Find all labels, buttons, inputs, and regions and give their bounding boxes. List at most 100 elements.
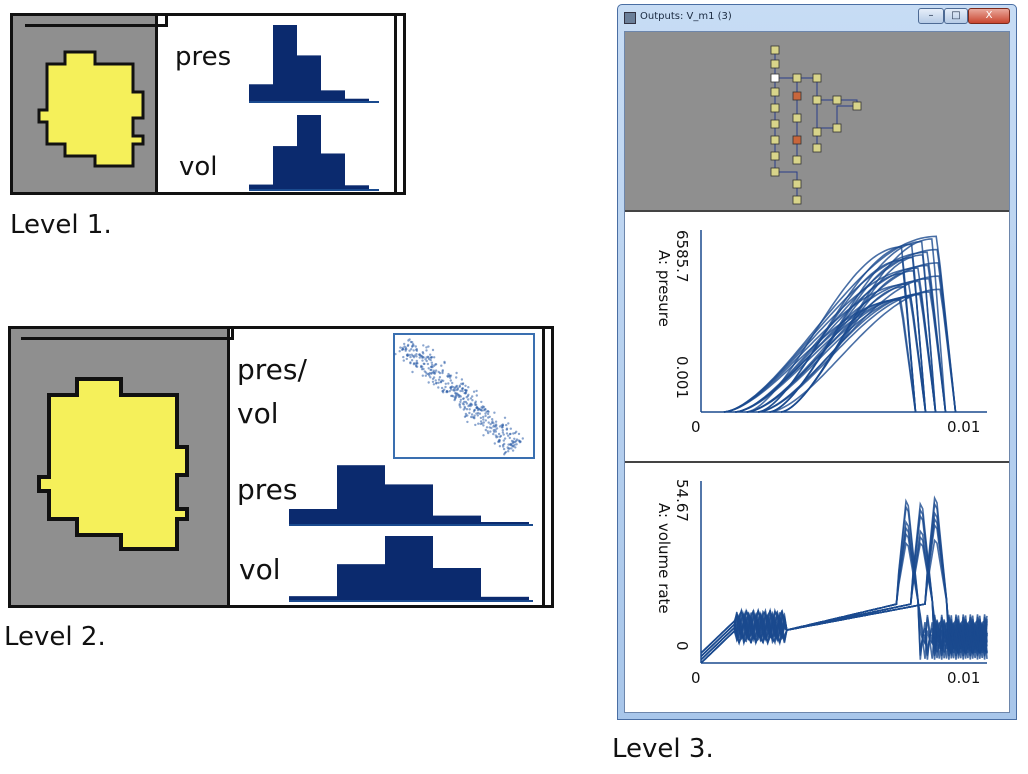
scatter-point — [459, 398, 463, 401]
scatter-point — [398, 350, 401, 353]
network-node — [792, 73, 802, 83]
scatter-point — [465, 396, 468, 399]
scatter-point — [463, 415, 467, 418]
scatter-point — [452, 389, 455, 392]
level1-caption: Level 1. — [10, 210, 112, 240]
scatter-point — [431, 363, 434, 367]
scatter-point — [415, 355, 418, 358]
scatter-point — [489, 430, 492, 433]
scatter-point — [466, 420, 469, 424]
network-graph[interactable] — [765, 40, 885, 206]
scatter-point — [415, 365, 419, 368]
scatter-point — [422, 344, 425, 347]
scatter-point — [460, 382, 463, 385]
scatter-point — [404, 349, 407, 352]
window-client: 6585.7 A: presure 0.001 0 0.01 54.67 A: … — [624, 31, 1010, 713]
scatter-point — [476, 408, 480, 412]
scatter-point — [432, 383, 436, 386]
scatter-point — [463, 405, 466, 409]
window-titlebar[interactable]: Outputs: V_m1 (3) – □ X — [618, 5, 1016, 29]
scatter-point — [492, 425, 495, 428]
level1-node-icon[interactable] — [35, 48, 155, 170]
volume-ymin-label: 0 — [673, 641, 691, 651]
scatter-point — [431, 377, 435, 381]
level2-node-icon[interactable] — [31, 373, 211, 561]
scatter-point — [485, 426, 489, 429]
scatter-point — [503, 437, 507, 440]
scatter-point — [422, 367, 425, 371]
level2-pres-hist-bar — [385, 484, 433, 524]
scatter-point — [487, 431, 490, 435]
scatter-point — [406, 353, 409, 356]
scatter-point — [403, 345, 406, 348]
scatter-point — [477, 422, 480, 425]
scatter-point — [433, 364, 436, 367]
scatter-point — [435, 382, 438, 385]
scatter-point — [482, 424, 485, 427]
scatter-point — [463, 391, 466, 395]
scatter-point — [497, 432, 501, 436]
maximize-button[interactable]: □ — [944, 8, 968, 24]
level1-scrollbar[interactable] — [394, 16, 403, 192]
scatter-point — [458, 384, 461, 387]
pressure-ylabel: A: presure — [655, 250, 673, 327]
level2-vol-label: vol — [239, 553, 281, 586]
scatter-point — [461, 389, 464, 393]
level2-pres-hist-bar — [481, 522, 529, 524]
scatter-point — [494, 420, 498, 423]
window-title: Outputs: V_m1 (3) — [640, 11, 732, 22]
level1-vol-hist-bar — [297, 115, 321, 189]
scatter-point — [507, 447, 510, 450]
scatter-point — [498, 445, 502, 448]
scatter-point — [486, 409, 490, 413]
network-overview[interactable] — [625, 32, 1009, 212]
scatter-point — [411, 370, 414, 374]
scatter-point — [475, 394, 478, 397]
scatter-point — [482, 418, 485, 421]
scatter-point — [455, 371, 458, 375]
scatter-point — [444, 382, 447, 385]
level2-scrollbar[interactable] — [542, 329, 551, 605]
scatter-point — [451, 395, 455, 398]
scatter-point — [488, 426, 491, 429]
scatter-point — [421, 374, 424, 377]
scatter-point — [440, 386, 444, 390]
level3-caption: Level 3. — [612, 734, 714, 764]
scatter-point — [513, 437, 516, 440]
scatter-point — [468, 408, 471, 411]
scatter-point — [464, 400, 467, 404]
minimize-button[interactable]: – — [918, 8, 944, 24]
scatter-point — [501, 429, 504, 432]
scatter-point — [471, 395, 474, 398]
scatter-point — [429, 356, 433, 359]
scatter-frame — [393, 333, 535, 459]
scatter-point — [420, 364, 423, 368]
scatter-point — [413, 354, 416, 357]
scatter-point — [459, 406, 462, 409]
level1-pres-hist-bar — [249, 84, 273, 101]
network-node — [792, 155, 802, 165]
scatter-point — [410, 353, 413, 356]
scatter-point — [503, 442, 506, 446]
network-node — [770, 103, 780, 113]
scatter-point — [424, 374, 427, 377]
scatter-point — [402, 355, 405, 359]
level2-scatter-label-pres: pres/ — [237, 353, 307, 386]
scatter-point — [467, 398, 470, 401]
network-node — [770, 73, 780, 83]
scatter-point — [406, 344, 410, 348]
pressure-series-line — [723, 235, 957, 413]
scatter-point — [513, 443, 516, 447]
scatter-point — [509, 432, 512, 436]
scatter-point — [493, 442, 496, 445]
scatter-point — [479, 416, 483, 420]
scatter-point — [494, 428, 497, 431]
close-button[interactable]: X — [968, 8, 1010, 24]
scatter-point — [409, 361, 412, 364]
scatter-point — [484, 419, 487, 422]
scatter-point — [409, 340, 413, 344]
scatter-point — [508, 436, 511, 440]
scatter-point — [430, 368, 433, 371]
scatter-point — [503, 416, 507, 419]
scatter-point — [440, 364, 443, 367]
